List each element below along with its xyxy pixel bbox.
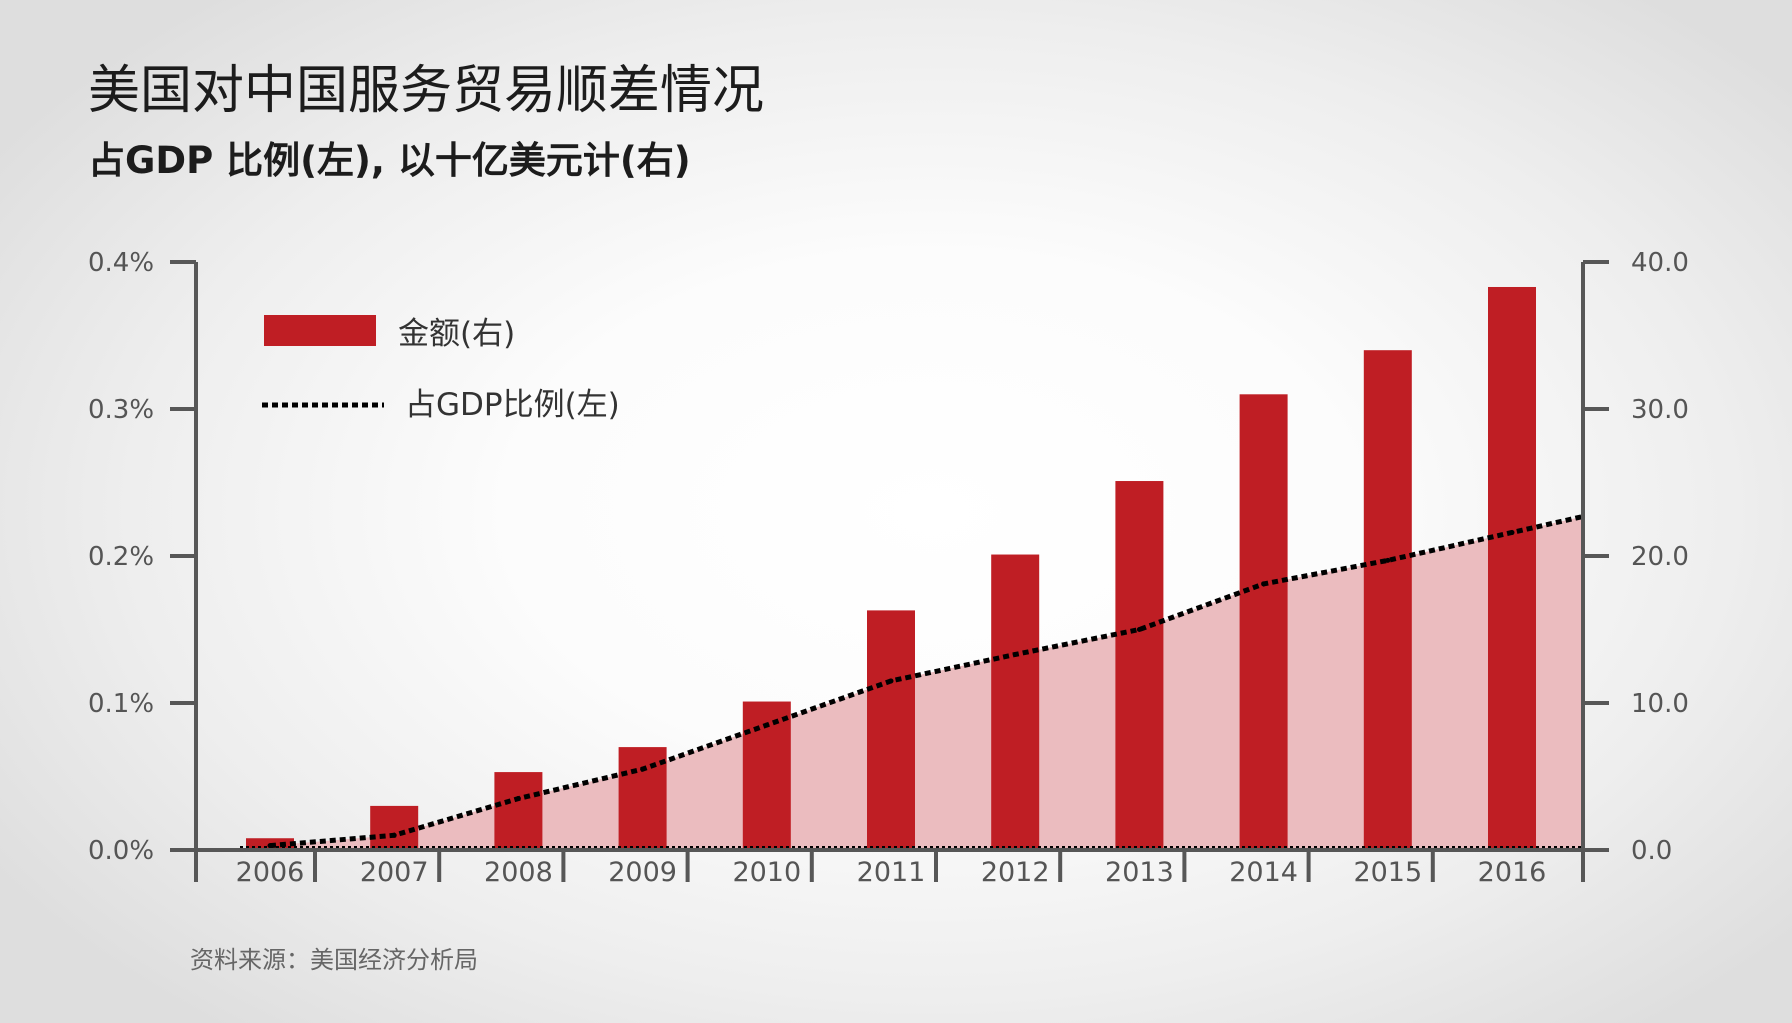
percent-point-2011 — [888, 678, 894, 684]
bar-2015 — [1363, 350, 1412, 850]
bar-2014 — [1239, 394, 1288, 850]
bar-2011 — [867, 610, 915, 850]
chart-title: 美国对中国服务贸易顺差情况 — [88, 61, 765, 121]
x-tick-label-2006: 2006 — [236, 857, 305, 888]
percent-point-2016 — [1509, 529, 1515, 535]
chart-subtitle: 占GDP 比例(左), 以十亿美元计(右) — [88, 139, 691, 182]
source-note: 资料来源：美国经济分析局 — [190, 946, 478, 974]
right-tick-label-1: 10.0 — [1631, 689, 1689, 719]
x-tick-label-2015: 2015 — [1353, 857, 1422, 888]
x-tick-label-2013: 2013 — [1105, 857, 1174, 888]
x-tick-label-2010: 2010 — [732, 857, 801, 888]
bar-2013 — [1115, 481, 1164, 850]
x-tick-label-2007: 2007 — [360, 857, 429, 888]
legend-swatch-amount — [264, 315, 376, 346]
amount-bars-layer — [246, 286, 1536, 850]
percent-point-2006 — [267, 843, 273, 849]
bar-2012 — [991, 554, 1040, 850]
left-tick-label-0: 0.0% — [88, 836, 154, 866]
x-tick-label-2008: 2008 — [484, 857, 553, 888]
right-tick-label-0: 0.0 — [1631, 836, 1672, 866]
percent-point-2007 — [391, 832, 397, 838]
percent-point-2009 — [640, 766, 646, 772]
right-tick-label-2: 20.0 — [1631, 542, 1689, 572]
percent-point-2015 — [1385, 557, 1391, 563]
x-tick-label-2014: 2014 — [1229, 857, 1298, 888]
bar-2009 — [618, 747, 667, 850]
left-tick-label-1: 0.1% — [88, 689, 154, 719]
right-tick-label-4: 40.0 — [1631, 248, 1689, 278]
x-tick-label-2009: 2009 — [608, 857, 677, 888]
legend-label-amount: 金额(右) — [398, 316, 515, 352]
left-tick-label-2: 0.2% — [88, 542, 154, 572]
bar-2016 — [1488, 286, 1536, 850]
bar-2007 — [370, 805, 419, 850]
x-tick-label-2011: 2011 — [857, 857, 926, 888]
left-tick-label-3: 0.3% — [88, 395, 154, 425]
tick-labels-layer: 0.0% 0.1% 0.2% 0.3% 0.4% 0.0 10.0 20.0 30.0 40.0 2… — [88, 248, 1689, 888]
x-tick-label-2012: 2012 — [981, 857, 1050, 888]
percent-point-2013 — [1136, 627, 1142, 632]
x-tick-label-2016: 2016 — [1478, 857, 1547, 888]
percent-point-2012 — [1012, 651, 1018, 657]
legend-label-percent: 占GDP比例(左) — [405, 387, 620, 423]
right-tick-label-3: 30.0 — [1631, 395, 1689, 425]
left-tick-label-4: 0.4% — [88, 248, 154, 278]
percent-point-2008 — [515, 796, 521, 802]
percent-point-2014 — [1261, 581, 1267, 587]
percent-point-2010 — [764, 722, 770, 728]
percent-line — [269, 514, 1584, 849]
axes-layer — [170, 260, 1609, 882]
bar-2008 — [494, 772, 543, 850]
legend: 金额(右) 占GDP比例(左) — [262, 315, 620, 423]
